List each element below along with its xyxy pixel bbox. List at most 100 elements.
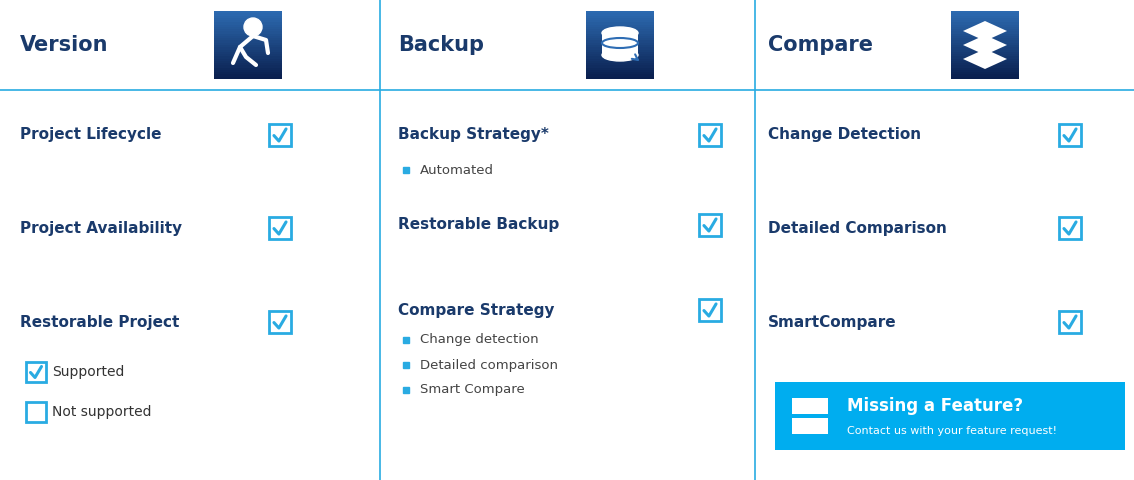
Text: Compare Strategy: Compare Strategy <box>398 302 555 317</box>
Bar <box>586 74 654 77</box>
Bar <box>586 58 654 61</box>
Text: Contact us with your feature request!: Contact us with your feature request! <box>847 426 1057 436</box>
Text: Not supported: Not supported <box>52 405 152 419</box>
Bar <box>586 56 654 59</box>
Bar <box>951 36 1019 38</box>
Bar <box>586 26 654 29</box>
Bar <box>951 42 1019 45</box>
Ellipse shape <box>602 49 638 61</box>
Bar <box>214 56 282 59</box>
Bar <box>602 33 638 55</box>
Bar <box>214 33 282 36</box>
Bar <box>214 11 282 13</box>
Bar <box>214 74 282 77</box>
Bar <box>269 311 291 333</box>
Bar <box>951 13 1019 15</box>
Bar <box>699 299 721 321</box>
Bar <box>586 38 654 40</box>
Bar <box>214 67 282 70</box>
Bar <box>214 58 282 61</box>
Bar <box>586 67 654 70</box>
Bar <box>586 45 654 47</box>
Bar <box>951 22 1019 24</box>
Bar <box>951 67 1019 70</box>
Bar <box>951 45 1019 47</box>
Bar <box>951 24 1019 27</box>
Bar <box>586 70 654 72</box>
Bar <box>586 60 654 63</box>
Bar <box>951 15 1019 18</box>
Bar <box>214 38 282 40</box>
Bar <box>699 214 721 236</box>
Text: Restorable Backup: Restorable Backup <box>398 217 559 232</box>
Bar <box>269 124 291 146</box>
Bar <box>951 20 1019 23</box>
Bar <box>951 49 1019 52</box>
Bar <box>214 26 282 29</box>
Text: Automated: Automated <box>420 164 494 177</box>
Bar <box>586 40 654 43</box>
Polygon shape <box>963 21 1007 41</box>
Bar <box>214 29 282 31</box>
Bar <box>214 22 282 24</box>
Bar <box>214 47 282 49</box>
Bar <box>1059 311 1081 333</box>
Bar <box>214 54 282 56</box>
Bar <box>214 40 282 43</box>
Bar <box>586 20 654 23</box>
Bar <box>214 20 282 23</box>
Bar <box>951 60 1019 63</box>
Polygon shape <box>963 49 1007 69</box>
Bar <box>214 60 282 63</box>
Bar <box>214 13 282 15</box>
Bar <box>214 31 282 34</box>
Text: Smart Compare: Smart Compare <box>420 384 525 396</box>
Bar <box>792 418 810 434</box>
Text: Change detection: Change detection <box>420 334 539 347</box>
Bar <box>586 22 654 24</box>
Bar <box>586 13 654 15</box>
Polygon shape <box>963 35 1007 55</box>
Bar <box>214 76 282 79</box>
Bar <box>214 17 282 20</box>
Ellipse shape <box>602 27 638 39</box>
Bar <box>810 398 828 414</box>
Bar <box>586 49 654 52</box>
Bar <box>214 45 282 47</box>
Bar <box>586 65 654 68</box>
Bar <box>951 72 1019 74</box>
Bar <box>951 65 1019 68</box>
Text: SmartCompare: SmartCompare <box>768 314 897 329</box>
Bar <box>951 54 1019 56</box>
Bar <box>586 72 654 74</box>
Bar <box>586 42 654 45</box>
Bar <box>951 62 1019 65</box>
Bar <box>586 62 654 65</box>
Bar <box>214 36 282 38</box>
Bar <box>775 382 1125 450</box>
Bar <box>951 29 1019 31</box>
Bar <box>586 51 654 54</box>
Bar <box>26 402 46 422</box>
Bar <box>586 31 654 34</box>
Circle shape <box>244 18 262 36</box>
Bar <box>699 124 721 146</box>
Bar <box>951 74 1019 77</box>
Bar <box>214 24 282 27</box>
Bar <box>951 26 1019 29</box>
Text: Restorable Project: Restorable Project <box>20 314 179 329</box>
Text: Detailed comparison: Detailed comparison <box>420 359 558 372</box>
Bar <box>586 36 654 38</box>
Bar <box>951 56 1019 59</box>
Bar <box>810 418 828 434</box>
Bar <box>951 17 1019 20</box>
Text: Project Lifecycle: Project Lifecycle <box>20 128 161 143</box>
Bar <box>1059 217 1081 239</box>
Bar <box>586 17 654 20</box>
Bar <box>951 33 1019 36</box>
Bar <box>951 38 1019 40</box>
Text: Missing a Feature?: Missing a Feature? <box>847 397 1023 415</box>
Bar <box>586 54 654 56</box>
Bar <box>586 29 654 31</box>
Bar <box>586 11 654 13</box>
